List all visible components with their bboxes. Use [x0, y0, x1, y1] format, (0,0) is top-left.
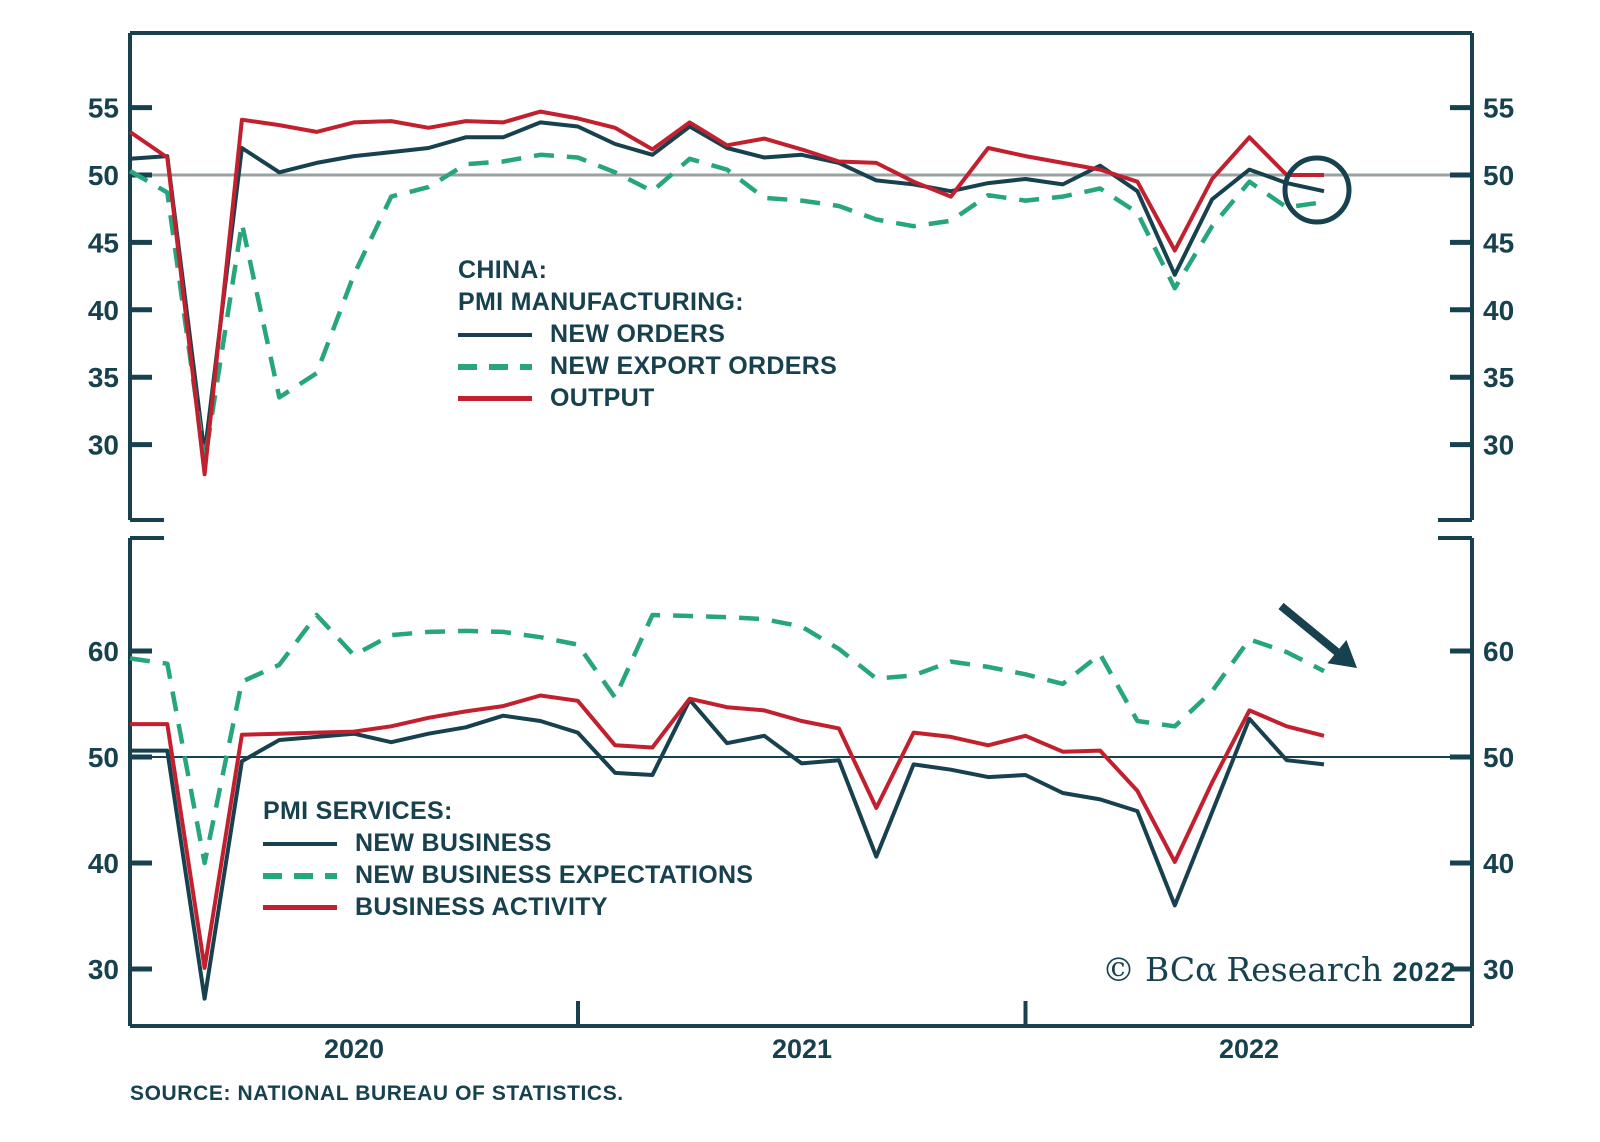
copyright-brand: BCα: [1145, 950, 1218, 989]
y-tick-label-55: 55: [1483, 93, 1514, 124]
y-tick-label-30: 30: [88, 954, 119, 985]
y-tick-label-45: 45: [88, 227, 119, 258]
mfg-legend-row-output: OUTPUT: [458, 384, 655, 413]
copyright-year: 2022: [1392, 957, 1457, 987]
y-tick-label-30: 30: [1483, 954, 1514, 985]
y-tick-label-60: 60: [88, 636, 119, 667]
y-tick-label-30: 30: [1483, 430, 1514, 461]
arrow-annotation-head: [1327, 640, 1357, 668]
source-note: SOURCE: NATIONAL BUREAU OF STATISTICS.: [130, 1082, 624, 1105]
x-tick-label-2022: 2022: [1218, 1034, 1280, 1064]
svc-legend-row-expectations: NEW BUSINESS EXPECTATIONS: [263, 861, 753, 890]
services-new-business-line: [130, 697, 1325, 1001]
new-orders-label: NEW ORDERS: [550, 320, 726, 348]
services-business-activity-line: [130, 693, 1325, 970]
copyright: © BCα Research 2022: [1102, 950, 1457, 989]
new-business-line-swatch: [263, 841, 337, 846]
copyright-symbol: ©: [1102, 950, 1135, 989]
business-activity-label: BUSINESS ACTIVITY: [355, 893, 608, 921]
new-export-orders-line-swatch: [458, 363, 532, 370]
y-tick-label-40: 40: [1483, 848, 1514, 879]
y-tick-label-50: 50: [1483, 742, 1514, 773]
y-tick-label-50: 50: [88, 160, 119, 191]
y-tick-label-35: 35: [1483, 362, 1514, 393]
mfg-legend-row-new-orders: NEW ORDERS: [458, 320, 725, 349]
services-new-business-expectations-line: [129, 612, 1326, 866]
new-business-expectations-line-swatch: [263, 872, 337, 879]
svc-legend-row-new-business: NEW BUSINESS: [263, 829, 552, 858]
mfg-legend-title-line2: PMI MANUFACTURING:: [458, 288, 744, 316]
business-activity-line-swatch: [263, 905, 337, 910]
arrow-annotation-shaft: [1278, 602, 1340, 656]
x-axis-year-ticks: [576, 1001, 1028, 1026]
manufacturing-new-orders-line: [129, 120, 1325, 456]
y-tick-label-30: 30: [88, 430, 119, 461]
y-tick-label-60: 60: [1483, 636, 1514, 667]
y-tick-label-40: 40: [1483, 295, 1514, 326]
svc-legend-title: PMI SERVICES:: [263, 797, 453, 825]
y-tick-label-40: 40: [88, 295, 119, 326]
y-tick-label-50: 50: [1483, 160, 1514, 191]
svc-legend-row-business-activity: BUSINESS ACTIVITY: [263, 893, 608, 922]
x-tick-label-2020: 2020: [323, 1034, 385, 1064]
new-export-orders-label: NEW EXPORT ORDERS: [550, 352, 838, 380]
new-orders-line-swatch: [458, 332, 532, 337]
output-label: OUTPUT: [550, 384, 655, 412]
manufacturing-new-export-orders-line: [128, 152, 1325, 465]
mfg-legend-row-new-export-orders: NEW EXPORT ORDERS: [458, 352, 837, 381]
manufacturing-output-line: [128, 109, 1324, 477]
generated-chart-layer: 30 30 35 35 40 40 45 45 50 50 55 55 30 30 40 40 50 50 60 60: [88, 93, 1514, 1001]
circle-annotation-latest-mfg-values: [1282, 155, 1352, 225]
bottom-panel-right-axis: [1438, 536, 1474, 1026]
panel-frame: [128, 31, 1474, 1028]
y-tick-label-35: 35: [88, 362, 119, 393]
x-tick-label-2021: 2021: [771, 1034, 833, 1064]
y-tick-label-40: 40: [88, 848, 119, 879]
y-tick-label-55: 55: [88, 93, 119, 124]
top-panel-right-axis: [1438, 33, 1474, 522]
bottom-panel-left-axis: [128, 536, 164, 1026]
output-line-swatch: [458, 396, 532, 401]
new-business-expectations-label: NEW BUSINESS EXPECTATIONS: [355, 861, 754, 889]
y-tick-label-50: 50: [88, 742, 119, 773]
top-panel-left-axis: [128, 33, 164, 522]
y-tick-label-45: 45: [1483, 227, 1514, 258]
copyright-name: Research: [1226, 950, 1383, 989]
new-business-label: NEW BUSINESS: [355, 829, 552, 857]
mfg-legend-title-line1: CHINA:: [458, 256, 548, 284]
